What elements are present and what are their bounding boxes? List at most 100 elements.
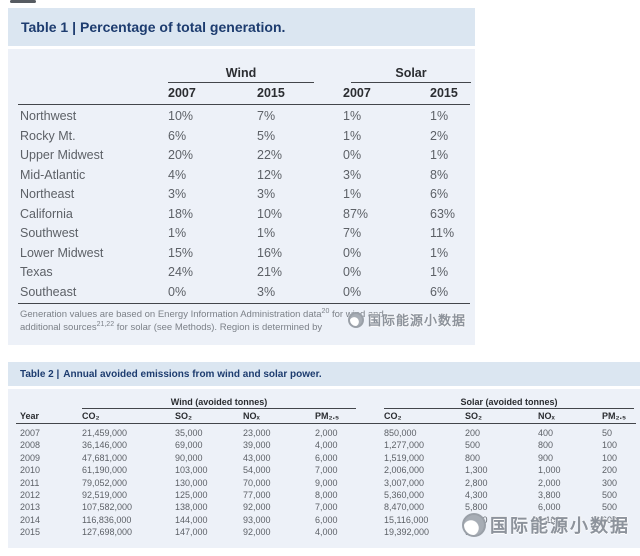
value-cell: 144,000 (175, 514, 208, 525)
table2-row-label: 2008 (20, 440, 41, 451)
value-cell: 92,519,000 (82, 490, 128, 501)
table2-row-label: 2007 (20, 428, 41, 438)
value-cell: 3% (343, 167, 362, 182)
footnote-line-2: additional sources21,22 for solar (see M… (20, 321, 463, 334)
solar-pm25-header: PM₂.₅ (602, 411, 627, 421)
table1-row: Texas 24% 21% 0% 1% (8, 263, 475, 283)
watermark-text: 国际能源小数据 (490, 516, 630, 536)
value-cell: 6,000 (315, 514, 338, 525)
watermark-globe-icon (462, 513, 486, 537)
value-cell: 8,470,000 (384, 502, 425, 513)
value-cell: 147,000 (175, 527, 208, 538)
table1-panel: Table 1 | Percentage of total generation… (8, 8, 475, 345)
value-cell: 2,000 (315, 428, 338, 438)
value-cell: 69,000 (175, 440, 203, 451)
value-cell: 90,000 (175, 452, 203, 463)
value-cell: 116,836,000 (82, 514, 132, 525)
value-cell: 1% (343, 187, 362, 201)
table1-row: Northwest 10% 7% 1% 1% (8, 107, 475, 127)
table2-row: 2010 61,190,000 103,000 54,000 7,000 2,006,00… (8, 464, 640, 476)
wind-2015-header: 2015 (257, 86, 285, 100)
value-cell: 4,000 (315, 440, 338, 451)
value-cell: 50 (602, 428, 613, 438)
table1-row-label: California (20, 206, 73, 221)
wind-group-header: Wind (avoided tonnes) (82, 397, 356, 409)
table1-row-label: Mid-Atlantic (20, 167, 86, 182)
value-cell: 16% (257, 245, 283, 260)
value-cell: 0% (168, 284, 187, 299)
value-cell: 5,800 (465, 502, 488, 513)
table2-row-label: 2013 (20, 502, 41, 513)
table2-column-header-row: Year CO₂ SO₂ NOₓ PM₂.₅ CO₂ SO₂ NOₓ PM₂.₅ (8, 409, 640, 423)
table1-body: Northwest 10% 7% 1% 1% Rocky Mt. 6% 5% 1% 2% Upper… (8, 107, 475, 302)
value-cell: 15% (168, 245, 194, 260)
value-cell: 35,000 (175, 428, 203, 438)
table1-title-band: Table 1 | Percentage of total generation… (8, 8, 475, 49)
value-cell: 100 (602, 440, 618, 451)
solar-co2-header: CO₂ (384, 411, 402, 421)
footnote-text: additional sources (20, 322, 97, 333)
value-cell: 138,000 (175, 502, 208, 513)
table2-row: 2009 47,681,000 90,000 43,000 6,000 1,519,000… (8, 452, 640, 464)
value-cell: 100 (602, 452, 618, 463)
table2-title-band: Table 2 | Annual avoided emissions from … (8, 362, 640, 389)
value-cell: 54,000 (243, 465, 271, 476)
value-cell: 1% (430, 265, 449, 279)
value-cell: 2,800 (465, 477, 488, 488)
value-cell: 500 (465, 440, 481, 451)
value-cell: 4,300 (465, 490, 488, 501)
table1-row-label: Southeast (20, 284, 77, 299)
value-cell: 2% (430, 128, 449, 143)
table2-row-label: 2009 (20, 452, 41, 463)
value-cell: 2,006,000 (384, 465, 425, 476)
value-cell: 0% (343, 148, 362, 162)
bottom-rule (18, 303, 470, 304)
table2-title-prefix: Table 2 | (20, 368, 60, 380)
table1-column-header-row: 2007 2015 2007 2015 (8, 83, 475, 103)
table2-row: 2008 36,146,000 69,000 39,000 4,000 1,277,000… (8, 439, 640, 451)
wind-nox-header: NOₓ (243, 411, 260, 421)
watermark-text: 国际能源小数据 (368, 313, 467, 328)
wind-group-header: Wind (168, 66, 314, 83)
value-cell: 0% (343, 265, 362, 279)
value-cell: 3% (168, 187, 187, 201)
table2-row: 2012 92,519,000 125,000 77,000 8,000 5,360,00… (8, 489, 640, 501)
value-cell: 3,800 (538, 490, 561, 501)
value-cell: 21,459,000 (82, 428, 128, 438)
table2-row-label: 2012 (20, 490, 41, 501)
value-cell: 22% (257, 148, 283, 162)
value-cell: 5% (257, 128, 276, 143)
footnote-superscript: 21,22 (96, 320, 115, 328)
value-cell: 4% (168, 167, 187, 182)
table2-row-label: 2011 (20, 477, 40, 488)
watermark: 国际能源小数据 (462, 512, 630, 538)
value-cell: 1% (257, 226, 276, 240)
value-cell: 2,000 (538, 477, 561, 488)
table2-row-label: 2010 (20, 465, 41, 476)
value-cell: 130,000 (175, 477, 208, 488)
value-cell: 6,000 (538, 502, 561, 513)
value-cell: 9,100 (538, 514, 561, 525)
table1-row-label: Lower Midwest (20, 245, 104, 260)
year-header: Year (20, 411, 40, 421)
value-cell: 1,300 (465, 465, 488, 476)
value-cell: 1% (430, 109, 449, 123)
table1-row: Upper Midwest 20% 22% 0% 1% (8, 146, 475, 166)
value-cell: 79,052,000 (82, 477, 128, 488)
table1-row: Rocky Mt. 6% 5% 1% 2% (8, 127, 475, 147)
table1-row-label: Rocky Mt. (20, 128, 76, 143)
value-cell: 63% (430, 206, 456, 221)
value-cell: 92,000 (243, 502, 271, 513)
table2-body: 2007 21,459,000 35,000 23,000 2,000 850,000 20… (8, 427, 640, 539)
value-cell: 0% (343, 245, 362, 260)
solar-group-header: Solar (avoided tonnes) (384, 397, 634, 409)
value-cell: 70,000 (243, 477, 271, 488)
cropped-element-fragment (10, 0, 36, 3)
value-cell: 1% (343, 128, 362, 143)
value-cell: 10% (257, 206, 283, 221)
table2-title-text: Annual avoided emissions from wind and s… (63, 368, 322, 380)
solar-2015-header: 2015 (430, 86, 458, 100)
value-cell: 0% (343, 284, 362, 299)
value-cell: 21% (257, 265, 283, 279)
value-cell: 36,146,000 (82, 440, 128, 451)
